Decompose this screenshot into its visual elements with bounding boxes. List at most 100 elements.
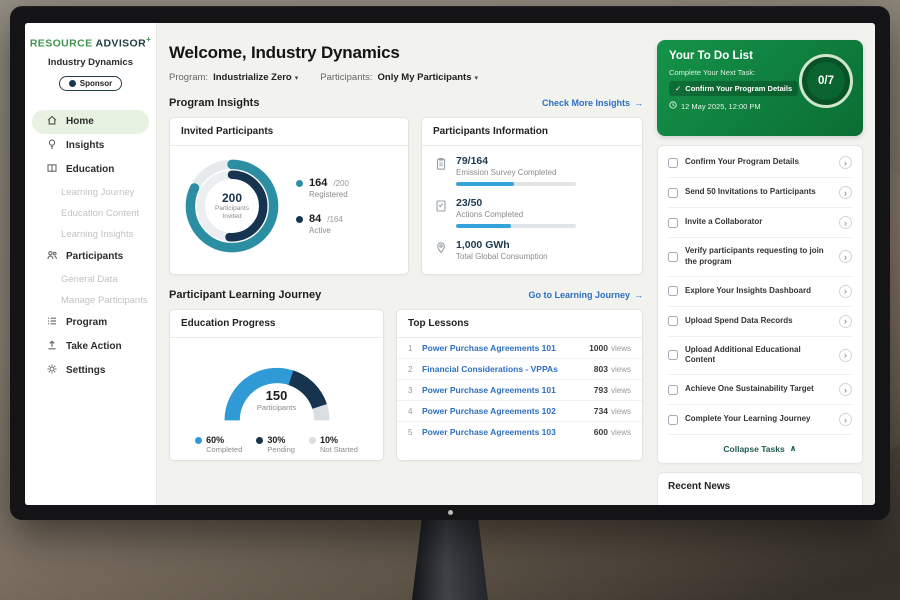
next-task-pill[interactable]: ✓ Confirm Your Program Details: [669, 81, 799, 96]
sidebar-item-take-action[interactable]: Take Action: [32, 335, 149, 359]
sidebar-item-label: Settings: [66, 365, 106, 376]
chevron-right-icon[interactable]: ›: [839, 413, 852, 427]
todo-task-list: Confirm Your Program Details › Send 50 I…: [657, 145, 863, 465]
check-more-insights-link[interactable]: Check More Insights →: [541, 98, 643, 108]
chevron-right-icon[interactable]: ›: [839, 383, 852, 397]
chevron-right-icon[interactable]: ›: [839, 156, 852, 169]
app-logo: RESOURCE ADVISOR+: [25, 23, 156, 50]
legend-not-started: 10% Not Started: [308, 435, 358, 454]
todo-task-row[interactable]: Explore Your Insights Dashboard ›: [668, 277, 852, 307]
todo-summary-card: Your To Do List Complete Your Next Task:…: [657, 40, 863, 136]
go-to-learning-journey-link[interactable]: Go to Learning Journey →: [528, 290, 643, 300]
gauge-center-label: 150 Participants: [256, 388, 297, 412]
logo-advisor: ADVISOR: [95, 37, 147, 50]
sponsor-badge[interactable]: Sponsor: [58, 75, 123, 91]
todo-progress-ring: 0/7: [799, 54, 853, 108]
sidebar-item-general-data[interactable]: General Data: [61, 273, 118, 285]
todo-task-row[interactable]: Send 50 Invitations to Participants ›: [668, 178, 852, 208]
legend-dot: [296, 179, 303, 187]
card-title: Top Lessons: [397, 310, 642, 338]
todo-task-row[interactable]: Verify participants requesting to join t…: [668, 238, 852, 277]
sidebar-item-education[interactable]: Education: [32, 158, 149, 182]
lesson-row: 1 Power Purchase Agreements 101 1000 view…: [397, 338, 642, 359]
people-icon: [46, 249, 58, 264]
lessons-list: 1 Power Purchase Agreements 101 1000 view…: [397, 338, 642, 442]
todo-task-row[interactable]: Achieve One Sustainability Target ›: [668, 375, 852, 406]
sidebar-item-manage-participants[interactable]: Manage Participants: [61, 294, 148, 306]
card-title: Participants Information: [422, 118, 642, 146]
top-lessons-card: Top Lessons 1 Power Purchase Agreements …: [396, 309, 643, 461]
task-checkbox[interactable]: [668, 217, 678, 228]
sidebar-item-label: Take Action: [66, 341, 122, 352]
home-icon: [46, 114, 58, 129]
task-checkbox[interactable]: [668, 316, 678, 327]
task-checkbox[interactable]: [668, 251, 678, 262]
sidebar-item-learning-journey[interactable]: Learning Journey: [61, 186, 135, 198]
sidebar-item-home[interactable]: Home: [32, 109, 149, 134]
program-select[interactable]: Industrialize Zero ▾: [213, 72, 299, 83]
todo-task-row[interactable]: Confirm Your Program Details ›: [668, 148, 852, 178]
legend-dot: [195, 436, 203, 444]
invited-donut-chart: 200 Participants Invited: [180, 154, 284, 258]
lesson-row: 2 Financial Considerations - VPPAs 803 vi…: [397, 359, 642, 380]
lesson-link[interactable]: Power Purchase Agreements 103: [422, 427, 556, 437]
task-checkbox[interactable]: [668, 384, 678, 395]
legend-completed: 60% Completed: [195, 435, 242, 454]
progress-bar: [456, 182, 576, 186]
todo-task-row[interactable]: Invite a Collaborator ›: [668, 208, 852, 238]
dashboard-screen: RESOURCE ADVISOR+ Industry Dynamics Spon…: [25, 23, 875, 505]
chevron-right-icon[interactable]: ›: [839, 284, 852, 298]
gear-icon: [46, 363, 58, 378]
task-checkbox[interactable]: [668, 286, 678, 297]
program-filter-label: Program:: [169, 72, 209, 83]
participants-information-card: Participants Information 79/164 Emission…: [421, 117, 643, 275]
check-icon: ✓: [675, 84, 682, 93]
clipboard-icon: [435, 155, 447, 186]
task-checkbox[interactable]: [668, 187, 678, 198]
lesson-link[interactable]: Financial Considerations - VPPAs: [422, 364, 558, 374]
sidebar-item-learning-insights[interactable]: Learning Insights: [61, 228, 134, 240]
learning-journey-header: Participant Learning Journey Go to Learn…: [169, 289, 643, 301]
todo-task-row[interactable]: Complete Your Learning Journey ›: [668, 405, 852, 436]
sponsor-label: Sponsor: [79, 78, 113, 88]
chevron-right-icon[interactable]: ›: [839, 348, 852, 362]
sidebar-item-education-content[interactable]: Education Content: [61, 207, 140, 219]
lesson-link[interactable]: Power Purchase Agreements 101: [422, 343, 556, 353]
clock-icon: [669, 101, 677, 111]
legend-registered: 164/200 Registered: [296, 177, 349, 199]
sidebar-item-participants[interactable]: Participants: [32, 245, 149, 269]
chevron-right-icon[interactable]: ›: [839, 216, 852, 229]
checklist-icon: [435, 197, 447, 228]
lesson-link[interactable]: Power Purchase Agreements 101: [422, 385, 556, 395]
participants-select[interactable]: Only My Participants ▾: [377, 72, 479, 83]
lesson-row: 4 Power Purchase Agreements 102 734 views: [397, 401, 642, 422]
sidebar-item-settings[interactable]: Settings: [32, 359, 149, 383]
todo-task-row[interactable]: Upload Additional Educational Content ›: [668, 337, 852, 376]
legend-pending: 30% Pending: [256, 435, 295, 454]
chevron-right-icon[interactable]: ›: [839, 314, 852, 328]
gauge-legend: 60% Completed 30% Pending 10% Not Starte…: [170, 435, 383, 454]
card-title: Invited Participants: [170, 118, 408, 146]
chevron-down-icon: ▾: [294, 74, 299, 82]
task-checkbox[interactable]: [668, 350, 678, 361]
upload-icon: [46, 339, 58, 354]
todo-task-row[interactable]: Upload Spend Data Records ›: [668, 307, 852, 337]
legend-dot: [296, 215, 303, 223]
sidebar: RESOURCE ADVISOR+ Industry Dynamics Spon…: [25, 23, 157, 505]
card-title: Education Progress: [170, 310, 383, 338]
collapse-tasks-button[interactable]: Collapse Tasks ∧: [723, 443, 797, 454]
sidebar-item-insights[interactable]: Insights: [32, 134, 149, 158]
task-checkbox[interactable]: [668, 414, 678, 425]
chevron-right-icon[interactable]: ›: [839, 186, 852, 199]
program-filter: Program: Industrialize Zero ▾: [169, 72, 298, 83]
legend-dot: [308, 436, 316, 444]
legend-active: 84/164 Active: [296, 213, 349, 235]
sidebar-item-program[interactable]: Program: [32, 311, 149, 335]
lesson-row: 5 Power Purchase Agreements 103 600 views: [408, 427, 631, 437]
lesson-link[interactable]: Power Purchase Agreements 102: [422, 406, 556, 416]
filters-row: Program: Industrialize Zero ▾ Participan…: [169, 72, 643, 83]
task-checkbox[interactable]: [668, 157, 678, 168]
chevron-right-icon[interactable]: ›: [839, 250, 852, 264]
power-led: [448, 510, 453, 515]
